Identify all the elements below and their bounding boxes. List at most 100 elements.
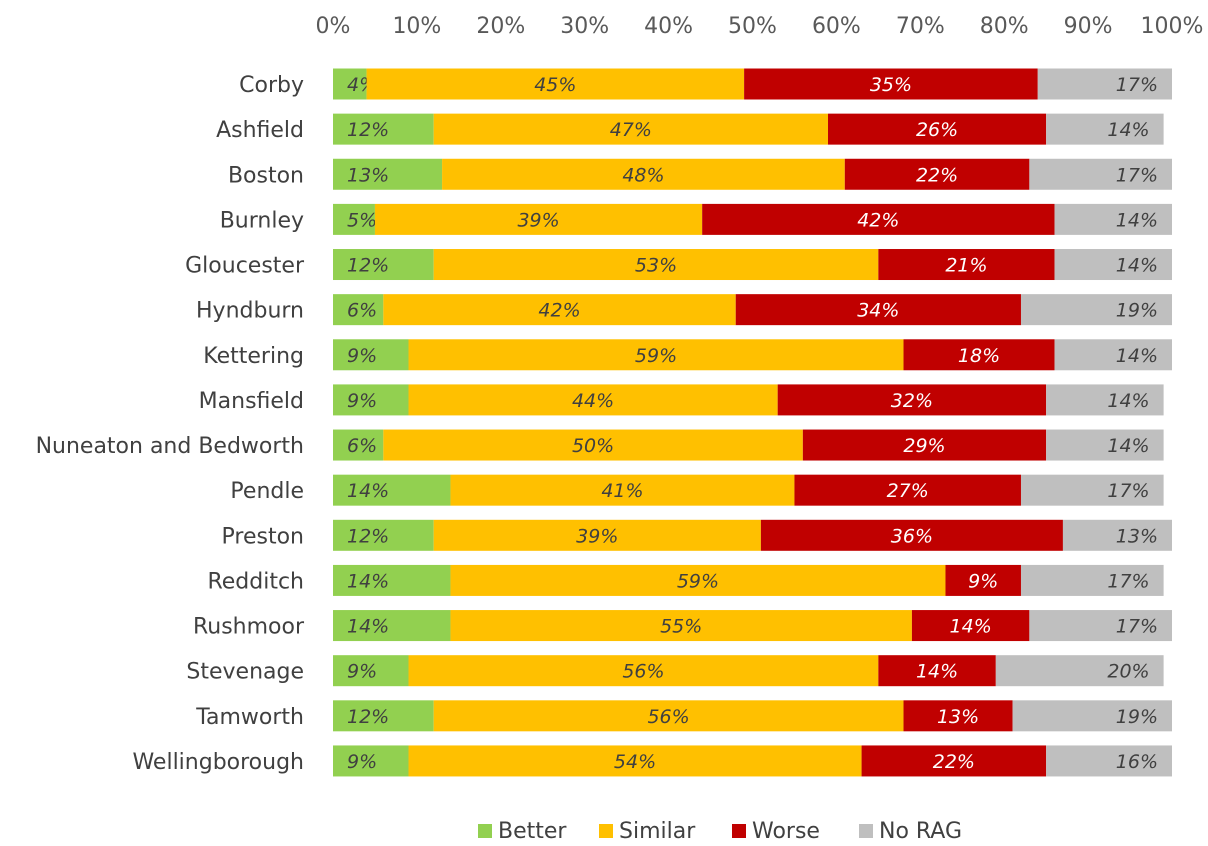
data-label: 14%	[1107, 390, 1149, 412]
legend-item: Better	[478, 819, 567, 844]
data-label: 17%	[1116, 616, 1158, 638]
bar-row: Boston 13% 48% 22% 17%	[228, 158, 1172, 190]
bar-segment-worse	[802, 429, 1047, 461]
bar-segment-similar	[374, 203, 703, 235]
bar-segment-worse	[878, 249, 1055, 281]
x-tick-label: 10%	[392, 14, 441, 39]
data-label: 53%	[635, 255, 677, 277]
bar-segment-worse	[828, 113, 1047, 145]
data-label: 14%	[950, 616, 992, 638]
bar-segment-better	[333, 339, 409, 371]
bar-segment-no-rag	[1020, 474, 1164, 506]
bar-segment-no-rag	[1020, 294, 1172, 326]
category-label: Redditch	[207, 569, 304, 594]
category-label: Pendle	[230, 479, 304, 504]
bar-segment-no-rag	[1046, 113, 1164, 145]
bar-segment-worse	[794, 474, 1021, 506]
data-label: 13%	[1116, 525, 1158, 547]
data-label: 41%	[601, 480, 643, 502]
category-label: Tamworth	[195, 705, 304, 730]
x-tick-label: 60%	[812, 14, 861, 39]
bar-segment-similar	[442, 158, 845, 190]
data-label: 50%	[572, 435, 614, 457]
category-label: Preston	[222, 524, 304, 549]
category-label: Corby	[239, 73, 304, 98]
x-tick-label: 40%	[644, 14, 693, 39]
data-label: 9%	[347, 661, 377, 683]
bar-row: Ashfield 12% 47% 26% 14%	[216, 113, 1164, 145]
data-label: 29%	[903, 435, 945, 457]
data-label: 14%	[347, 480, 389, 502]
bar-segment-worse	[760, 519, 1063, 551]
data-label: 12%	[347, 255, 389, 277]
data-label: 14%	[916, 661, 958, 683]
category-label: Gloucester	[185, 254, 305, 279]
bar-segment-worse	[861, 745, 1047, 777]
legend-swatch	[732, 824, 746, 838]
category-label: Boston	[228, 163, 304, 188]
bar-segment-similar	[450, 610, 912, 642]
bar-segment-no-rag	[1054, 339, 1172, 371]
data-label: 42%	[538, 300, 580, 322]
data-label: 56%	[647, 706, 689, 728]
bar-row: Hyndburn 6% 42% 34% 19%	[196, 294, 1172, 326]
data-label: 14%	[1107, 119, 1149, 141]
bar-segment-no-rag	[995, 655, 1164, 687]
bar-segment-no-rag	[1029, 158, 1172, 190]
bar-segment-no-rag	[1029, 610, 1172, 642]
bar-segment-similar	[366, 68, 745, 100]
data-label: 44%	[572, 390, 614, 412]
bar-row: Stevenage 9% 56% 14% 20%	[186, 655, 1164, 687]
bar-row: Redditch 14% 59% 9% 17%	[207, 564, 1164, 596]
bar-row: Wellingborough 9% 54% 22% 16%	[132, 745, 1172, 777]
bar-segment-similar	[433, 519, 761, 551]
category-label: Burnley	[220, 208, 304, 233]
data-label: 59%	[677, 570, 719, 592]
data-label: 13%	[347, 164, 389, 186]
bar-segment-worse	[777, 384, 1047, 416]
category-label: Rushmoor	[193, 615, 305, 640]
bar-segment-worse	[702, 203, 1055, 235]
bar-segment-similar	[408, 745, 862, 777]
data-label: 42%	[857, 209, 899, 231]
x-axis-ticks: 0% 10% 20% 30% 40% 50% 60% 70% 80% 90% 100%	[316, 14, 1204, 39]
x-tick-label: 50%	[728, 14, 777, 39]
bar-segment-better	[333, 429, 384, 461]
legend-label: Similar	[619, 819, 696, 844]
bar-segment-better	[333, 158, 443, 190]
bar-segment-similar	[383, 429, 803, 461]
data-label: 59%	[635, 345, 677, 367]
data-label: 12%	[347, 525, 389, 547]
legend-label: Better	[498, 819, 567, 844]
data-label: 36%	[891, 525, 933, 547]
x-tick-label: 30%	[560, 14, 609, 39]
data-label: 19%	[1116, 300, 1158, 322]
bar-segment-similar	[450, 564, 946, 596]
bar-segment-no-rag	[1062, 519, 1172, 551]
data-label: 14%	[1107, 435, 1149, 457]
bar-segment-worse	[911, 610, 1030, 642]
bar-row: Gloucester 12% 53% 21% 14%	[185, 249, 1172, 281]
data-label: 17%	[1107, 570, 1149, 592]
data-label: 9%	[347, 390, 377, 412]
data-label: 21%	[945, 255, 987, 277]
data-label: 16%	[1116, 751, 1158, 773]
bar-segment-no-rag	[1054, 203, 1172, 235]
bar-segment-similar	[433, 113, 829, 145]
bar-row: Preston 12% 39% 36% 13%	[222, 519, 1172, 551]
x-tick-label: 20%	[476, 14, 525, 39]
x-tick-label: 70%	[896, 14, 945, 39]
data-label: 48%	[622, 164, 664, 186]
data-label: 17%	[1107, 480, 1149, 502]
legend-item: No RAG	[859, 819, 962, 844]
category-label: Nuneaton and Bedworth	[36, 434, 304, 459]
data-label: 5%	[347, 209, 377, 231]
bar-segment-better	[333, 294, 384, 326]
bar-segment-worse	[878, 655, 996, 687]
bar-segment-similar	[408, 339, 904, 371]
data-label: 35%	[870, 74, 912, 96]
data-label: 17%	[1116, 74, 1158, 96]
bar-segment-better	[333, 249, 434, 281]
bar-segment-no-rag	[1054, 249, 1172, 281]
